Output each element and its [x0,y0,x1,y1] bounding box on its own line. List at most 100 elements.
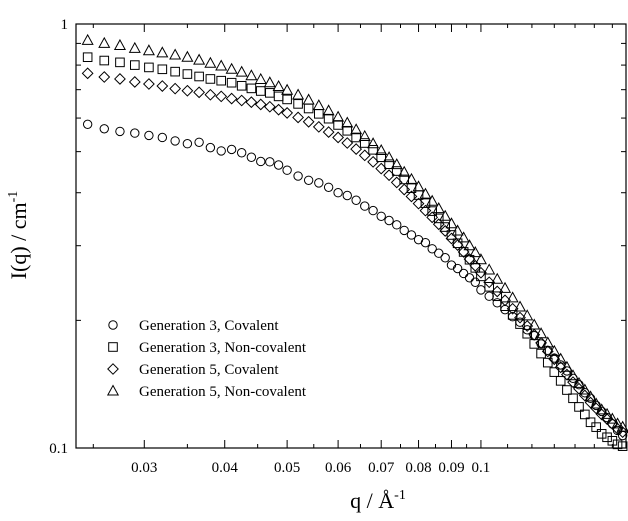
data-point [256,156,266,167]
data-point [367,155,380,168]
axes [75,23,627,449]
data-point [303,103,314,114]
data-point [492,291,503,302]
data-point [419,204,432,217]
data-point [302,115,315,128]
data-point [98,36,111,48]
data-point [204,56,217,68]
data-point [426,194,439,206]
data-point [434,248,444,258]
data-point [144,130,154,141]
series-2 [82,52,628,451]
data-point [464,273,475,283]
data-point [405,172,418,184]
data-point [420,237,431,248]
data-point [263,100,276,113]
data-point [245,96,258,109]
data-point [281,107,294,119]
data-point [351,132,361,143]
data-point [293,171,303,181]
data-point [82,119,93,130]
data-point [273,91,284,102]
data-point [463,253,476,265]
data-point [616,420,628,432]
data-point [114,73,126,85]
data-point [458,268,469,279]
data-point [204,88,217,101]
data-point [182,139,193,149]
data-point [303,175,314,185]
data-point [81,67,94,80]
data-point [440,253,450,263]
data-point [458,247,469,257]
data-point [216,146,226,156]
data-point [446,260,457,270]
data-point [398,165,411,177]
x-tick-label: 0.05 [274,460,300,476]
data-point [170,136,180,146]
data-point [236,148,247,158]
data-point [157,132,168,143]
data-point [360,201,370,211]
data-point [584,390,597,402]
data-point [322,126,335,138]
data-point [561,368,573,381]
data-point [293,99,303,109]
data-point [194,71,204,82]
data-point [506,302,519,315]
data-point [115,57,125,68]
data-point [226,144,237,155]
data-point [342,190,352,201]
data-point [406,230,417,240]
data-point [420,198,431,208]
data-point [332,110,345,122]
data-point [616,426,628,439]
data-point [245,69,258,81]
data-point [595,403,608,415]
data-point [115,126,125,137]
data-point [528,328,541,341]
data-point [282,94,292,105]
data-point [302,93,315,105]
data-point [130,128,140,138]
data-point [332,131,345,144]
data-point [359,138,370,148]
data-point [399,225,409,236]
data-point [314,109,324,119]
data-point [350,123,363,135]
data-point [475,266,487,279]
data-point [562,385,572,395]
data-point [601,407,614,419]
data-point [225,92,238,105]
data-point [528,318,541,330]
data-point [611,422,624,435]
data-point [376,211,386,221]
data-point [398,183,411,196]
data-point [254,72,267,84]
legend-marker [108,320,118,330]
data-point [323,113,334,124]
data-point [205,142,216,153]
data-point [281,83,294,95]
data-point [555,376,566,386]
x-tick-label: 0.04 [212,460,239,476]
data-point [235,65,248,77]
x-axis-label: q / Å-1 [350,488,406,513]
data-point [566,369,580,381]
x-tick-label: 0.03 [131,460,157,476]
data-point [476,285,486,295]
data-point [506,291,519,303]
data-point [567,376,579,389]
data-point [351,195,361,205]
data-point [590,397,603,409]
data-point [390,158,403,170]
data-point [205,74,216,84]
data-point [156,46,169,58]
data-point [182,69,193,79]
data-point [452,238,463,249]
data-point [554,361,567,374]
data-point [445,217,458,229]
data-point [272,80,285,92]
data-point [554,352,567,364]
